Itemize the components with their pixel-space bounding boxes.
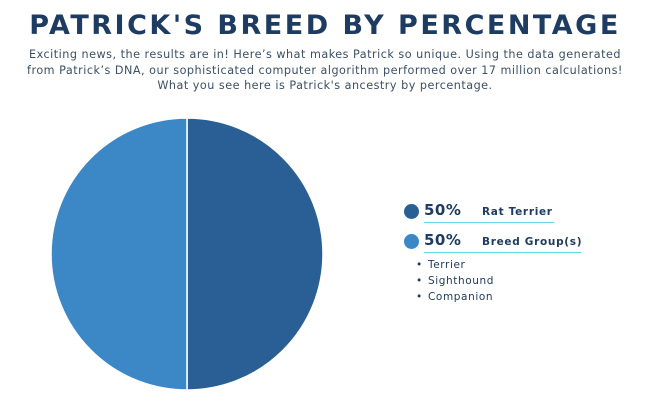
breed-group-list: • Terrier • Sighthound • Companion: [416, 257, 494, 305]
legend: 50% Rat Terrier 50% Breed Group(s): [404, 201, 644, 261]
pie-slice-breed-group-s: [50, 117, 188, 391]
bullet-icon: •: [416, 291, 423, 303]
breed-group-item: • Terrier: [416, 257, 494, 273]
breed-group-label: Companion: [428, 291, 494, 303]
legend-underline: [424, 252, 581, 253]
legend-percent-breed-groups: 50%: [424, 231, 462, 249]
bullet-icon: •: [416, 275, 423, 287]
breed-group-label: Terrier: [428, 259, 466, 271]
bullet-icon: •: [416, 259, 423, 271]
legend-item-breed-groups: 50% Breed Group(s): [404, 231, 644, 253]
intro-text: Exciting news, the results are in! Here’…: [27, 48, 623, 92]
legend-label-rat-terrier: Rat Terrier: [482, 206, 553, 218]
breed-group-item: • Sighthound: [416, 273, 494, 289]
legend-swatch-rat-terrier: [404, 204, 419, 219]
breed-group-label: Sighthound: [428, 275, 495, 287]
legend-percent-rat-terrier: 50%: [424, 201, 462, 219]
page-title: PATRICK'S BREED BY PERCENTAGE: [29, 10, 621, 41]
legend-underline: [424, 222, 554, 223]
legend-swatch-breed-groups: [404, 234, 419, 249]
pie-slice-rat-terrier: [186, 117, 324, 391]
legend-label-breed-groups: Breed Group(s): [482, 236, 583, 248]
legend-item-rat-terrier: 50% Rat Terrier: [404, 201, 644, 223]
pie-chart: [50, 117, 324, 391]
breed-group-item: • Companion: [416, 289, 494, 305]
